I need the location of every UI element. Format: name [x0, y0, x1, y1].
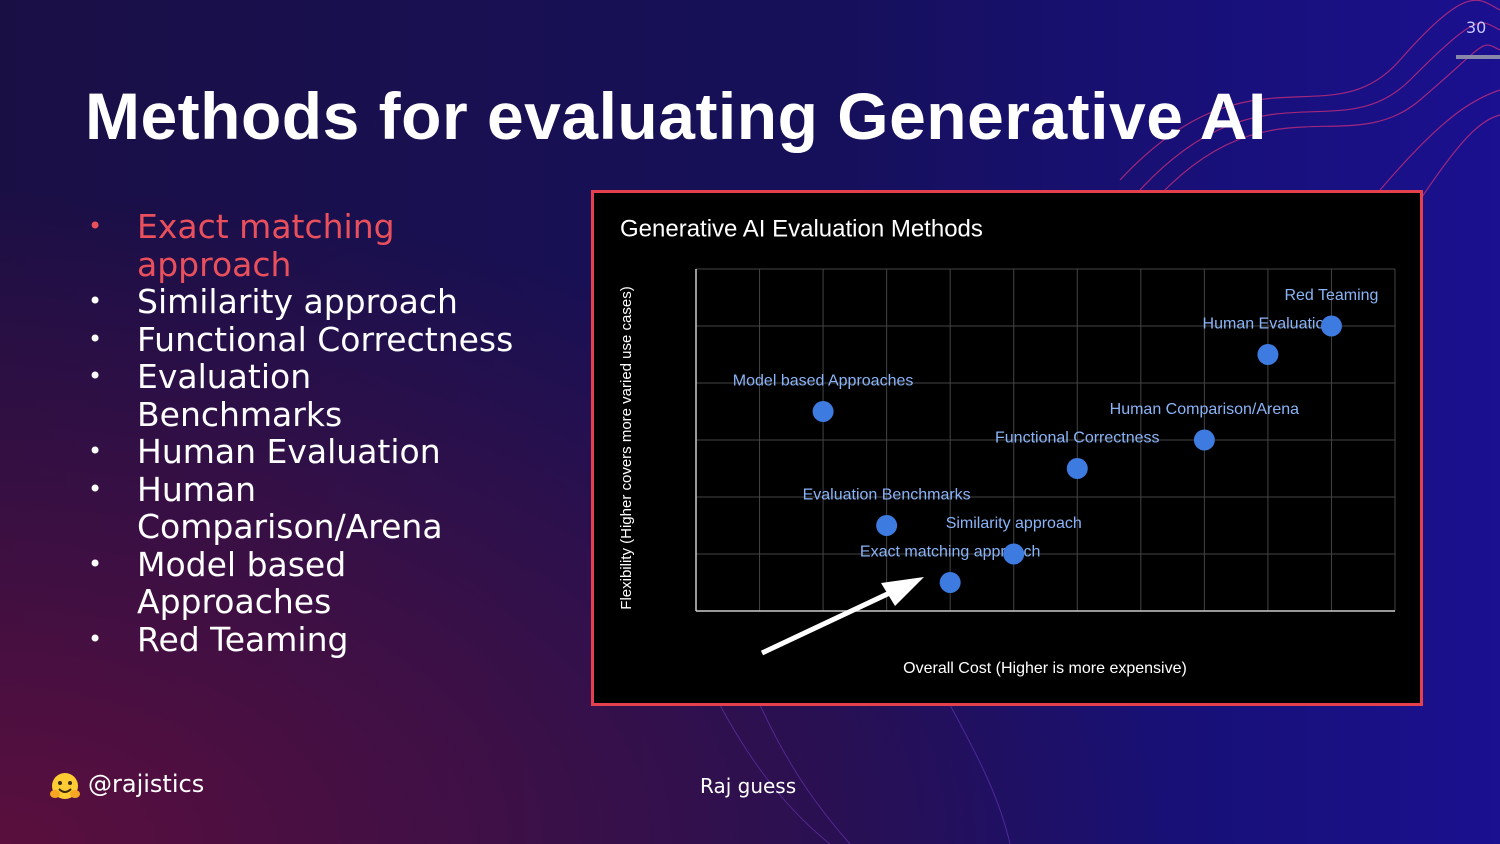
- chart-frame: [591, 190, 1423, 706]
- point-label: Functional Correctness: [995, 430, 1160, 447]
- chart-title: Generative AI Evaluation Methods: [620, 215, 983, 242]
- author-handle: @rajistics: [88, 770, 205, 798]
- footer-note: Raj guess: [700, 774, 797, 798]
- bullet-item: Model based Approaches: [88, 545, 518, 621]
- x-axis-label: Overall Cost (Higher is more expensive): [903, 660, 1187, 677]
- data-point: [1003, 543, 1025, 565]
- point-label: Exact matching approach: [860, 544, 1041, 561]
- point-label: Model based Approaches: [733, 373, 914, 390]
- page-number: 30: [1466, 18, 1487, 37]
- bullet-item: Functional Correctness: [88, 320, 518, 359]
- data-point: [939, 572, 961, 593]
- point-label: Similarity approach: [946, 515, 1082, 532]
- hugging-face-icon: [50, 773, 80, 799]
- data-point: [876, 515, 898, 536]
- bullet-item: Evaluation Benchmarks: [88, 358, 518, 433]
- data-point: [1257, 344, 1279, 365]
- point-label: Human Evaluation: [1203, 316, 1334, 333]
- bullet-item: Human Comparison/Arena: [88, 470, 518, 546]
- bullet-item: Human Evaluation: [88, 433, 518, 471]
- data-point: [1193, 429, 1215, 451]
- point-label: Human Comparison/Arena: [1110, 401, 1300, 418]
- data-point: [1320, 315, 1342, 337]
- point-label: Evaluation Benchmarks: [803, 487, 971, 504]
- y-axis-label: Flexibility (Higher covers more varied u…: [618, 286, 635, 609]
- arrow: [760, 577, 924, 656]
- bullet-item: Exact matching approach: [88, 208, 518, 283]
- chart: Generative AI Evaluation Methods Overall…: [591, 190, 1423, 706]
- data-point: [1066, 458, 1088, 479]
- slide-title: Methods for evaluating Generative AI: [85, 79, 1267, 153]
- data-point: [812, 401, 834, 422]
- point-label: Red Teaming: [1284, 287, 1378, 304]
- bullet-item: Similarity approach: [88, 283, 518, 321]
- bullet-item: Red Teaming: [88, 620, 518, 659]
